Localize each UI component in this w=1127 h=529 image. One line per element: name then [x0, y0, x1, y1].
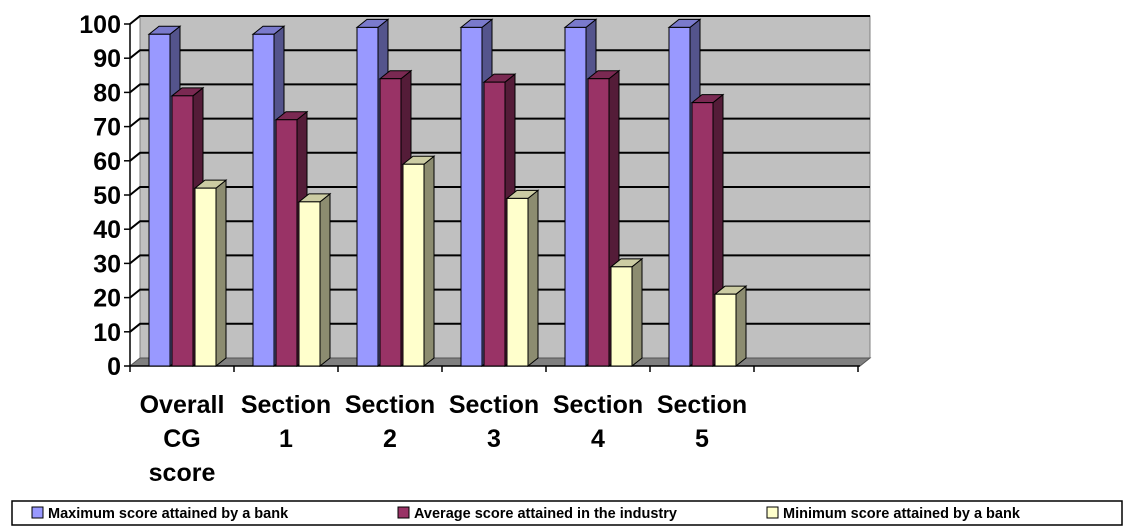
y-tick-label: 0	[107, 353, 121, 381]
bar-front	[379, 78, 402, 367]
y-tick-label: 40	[93, 216, 121, 244]
bar-front	[298, 201, 321, 367]
gridline	[129, 254, 870, 265]
x-category-label: Overall	[140, 391, 225, 419]
bar-front	[483, 81, 506, 367]
bar-front	[691, 102, 714, 367]
y-tick-label: 20	[93, 285, 121, 313]
bar-side	[215, 179, 227, 368]
legend-swatch	[397, 506, 410, 519]
gridline	[129, 151, 870, 162]
x-category-label: 5	[695, 425, 709, 453]
bar-front	[275, 119, 298, 367]
x-category-label: Section	[241, 391, 331, 419]
legend-label: Maximum score attained by a bank	[48, 506, 289, 522]
bar-front	[564, 26, 587, 367]
y-axis-tick-labels: 0 10 20 30 40 50 60 70 80 90 100	[79, 11, 121, 381]
y-tick-label: 60	[93, 148, 121, 176]
y-tick-label: 30	[93, 250, 121, 278]
x-category-label: 4	[591, 425, 605, 453]
bar-front	[668, 26, 691, 367]
legend-box	[11, 500, 1123, 526]
y-tick-label: 80	[93, 79, 121, 107]
legend-swatch	[766, 506, 779, 519]
bar-side	[423, 155, 435, 368]
gridline	[129, 15, 870, 25]
bar-front	[252, 33, 275, 367]
bars	[147, 18, 748, 368]
bar	[193, 179, 228, 368]
bar-side	[631, 257, 643, 368]
y-tick-label: 10	[93, 319, 121, 347]
x-category-label: 1	[279, 425, 293, 453]
bar	[505, 189, 540, 368]
bar-front	[402, 163, 425, 367]
x-category-label: Section	[449, 391, 539, 419]
y-tick-label: 70	[93, 114, 121, 142]
legend-label: Minimum score attained by a bank	[783, 506, 1021, 522]
y-tick-label: 90	[93, 45, 121, 73]
bar-front	[356, 26, 379, 367]
x-category-label: score	[149, 459, 216, 487]
bar	[297, 192, 332, 368]
x-category-label: 2	[383, 425, 397, 453]
gridline	[129, 83, 870, 94]
bar-front	[587, 78, 610, 367]
gridline	[129, 117, 870, 128]
x-category-label: 3	[487, 425, 501, 453]
bar-front	[506, 197, 529, 367]
gridline	[129, 186, 870, 196]
bar-front	[194, 187, 217, 367]
gridline	[129, 220, 870, 230]
bar-front	[171, 95, 194, 367]
x-category-label: Section	[657, 391, 747, 419]
bar-front	[610, 266, 633, 367]
bar	[713, 285, 748, 368]
bar	[401, 155, 436, 368]
x-category-label: CG	[163, 425, 201, 453]
bar-side	[319, 192, 331, 368]
legend-swatch	[31, 506, 44, 519]
bar-side	[527, 189, 539, 368]
bar	[609, 257, 644, 368]
gridlines	[129, 15, 870, 333]
legend: Maximum score attained by a bank Average …	[11, 500, 1123, 526]
gridline	[129, 49, 870, 59]
x-category-label: Section	[553, 391, 643, 419]
bar-front	[148, 33, 171, 367]
y-tick-label: 50	[93, 182, 121, 210]
x-axis-category-labels: Overall CG score Section 1 Section 2 Section 3 Se…	[140, 391, 748, 487]
bar-side	[735, 285, 747, 368]
y-tick-label: 100	[79, 11, 121, 39]
legend-label: Average score attained in the industry	[414, 506, 677, 522]
bar-front	[714, 293, 737, 367]
bar-front	[460, 26, 483, 367]
x-category-label: Section	[345, 391, 435, 419]
